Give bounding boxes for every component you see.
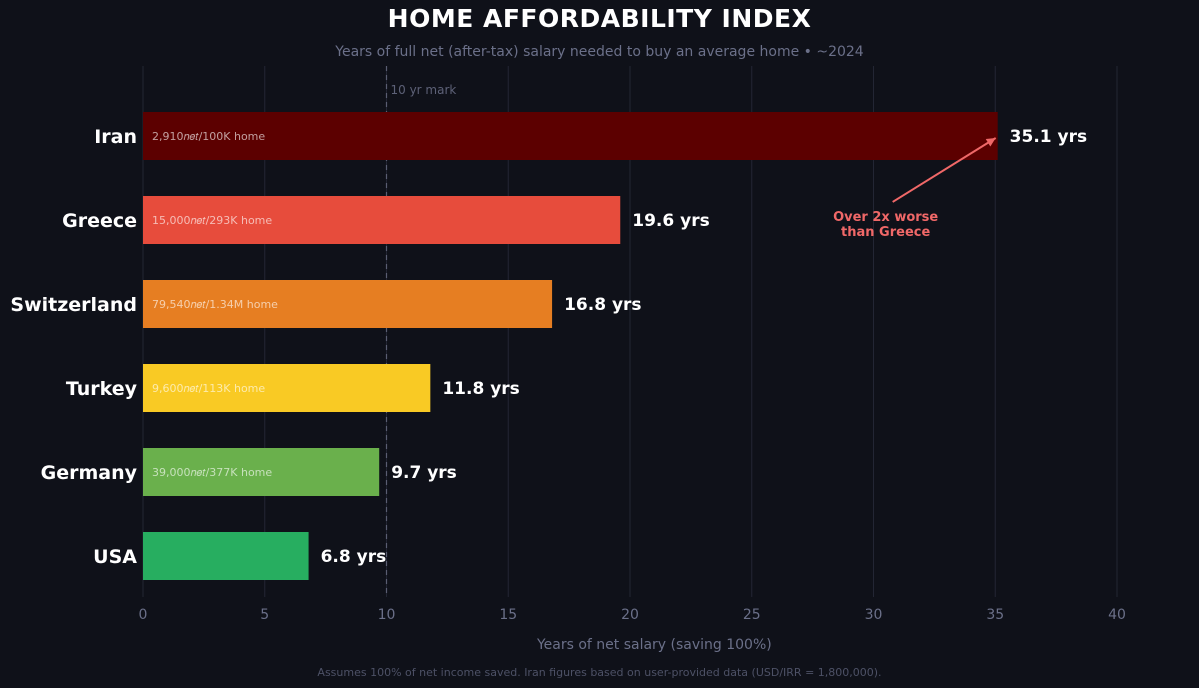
- chart-subtitle: Years of full net (after-tax) salary nee…: [335, 44, 864, 60]
- chart-title: HOME AFFORDABILITY INDEX: [387, 4, 812, 33]
- x-tick-label: 35: [986, 607, 1004, 623]
- bar-usa: [143, 532, 309, 580]
- x-tick-label: 15: [499, 607, 517, 623]
- annotation-text: than Greece: [841, 225, 930, 240]
- x-tick-label: 10: [378, 607, 396, 623]
- footnote: Assumes 100% of net income saved. Iran f…: [317, 666, 882, 679]
- bars: [143, 112, 998, 580]
- category-label: USA: [93, 546, 137, 568]
- bar-inner-label: 39,000𝑛𝑒𝑡/377K home: [152, 466, 272, 479]
- category-label: Switzerland: [10, 294, 137, 316]
- labels: 10 yr mark Iran 35.1 yrs 2,910𝑛𝑒𝑡/100K home…: [10, 83, 1087, 568]
- annotation-arrow: [892, 137, 997, 203]
- bar-iran: [143, 112, 998, 160]
- annotation-text: Over 2x worse: [833, 210, 938, 225]
- value-label: 6.8 yrs: [321, 547, 387, 567]
- bar-inner-label: 9,600𝑛𝑒𝑡/113K home: [152, 382, 265, 395]
- value-label: 11.8 yrs: [442, 379, 519, 399]
- bar-inner-label: 2,910𝑛𝑒𝑡/100K home: [152, 130, 265, 143]
- x-axis: 0 5 10 15 20 25 30 35 40: [139, 607, 1126, 623]
- x-tick-label: 25: [743, 607, 761, 623]
- bar-inner-label: 79,540𝑛𝑒𝑡/1.34M home: [152, 298, 278, 311]
- category-label: Greece: [62, 210, 137, 232]
- x-tick-label: 40: [1108, 607, 1126, 623]
- annotation-arrowhead: [985, 138, 996, 147]
- bar-inner-label: 15,000𝑛𝑒𝑡/293K home: [152, 214, 272, 227]
- value-label: 19.6 yrs: [632, 211, 709, 231]
- value-label: 9.7 yrs: [391, 463, 457, 483]
- bar-turkey: [143, 364, 431, 412]
- reference-line-label: 10 yr mark: [391, 83, 457, 97]
- x-tick-label: 0: [139, 607, 148, 623]
- category-label: Turkey: [66, 378, 138, 400]
- x-tick-label: 20: [621, 607, 639, 623]
- category-label: Iran: [94, 126, 137, 148]
- x-tick-label: 5: [260, 607, 269, 623]
- value-label: 35.1 yrs: [1010, 127, 1087, 147]
- bar-greece: [143, 196, 621, 244]
- x-tick-label: 30: [865, 607, 883, 623]
- bar-switzerland: [143, 280, 553, 328]
- x-axis-title: Years of net salary (saving 100%): [536, 637, 772, 653]
- category-label: Germany: [41, 462, 138, 484]
- value-label: 16.8 yrs: [564, 295, 641, 315]
- bar-germany: [143, 448, 380, 496]
